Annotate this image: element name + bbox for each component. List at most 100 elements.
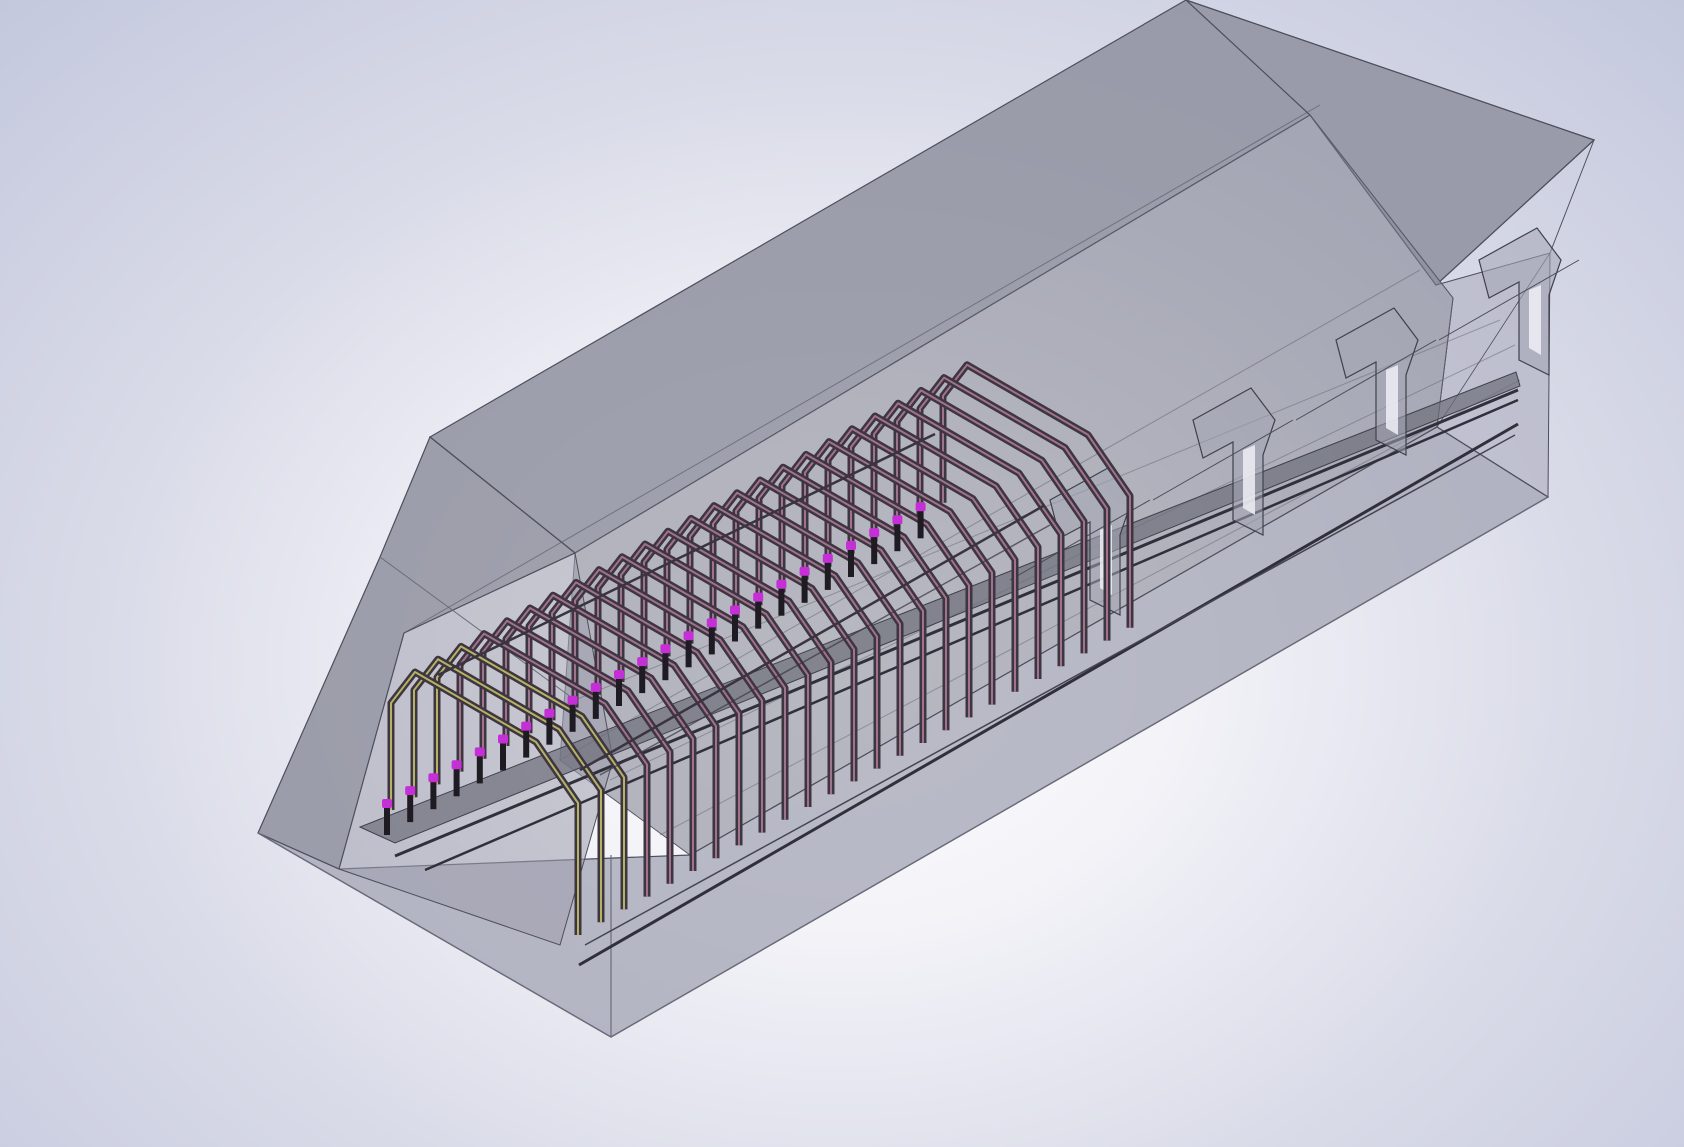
arch-frame-highlight bbox=[942, 363, 1131, 628]
anchor-bolt-shaft bbox=[407, 792, 414, 823]
arch-frame bbox=[617, 540, 812, 807]
arch-frame bbox=[824, 425, 1019, 692]
arch-frame-highlight bbox=[850, 415, 1039, 679]
arch-frame bbox=[801, 438, 996, 705]
arch-frame-highlight bbox=[482, 619, 671, 884]
arch-frame-highlight bbox=[735, 479, 924, 743]
arch-frame bbox=[732, 476, 927, 743]
anchor-bolt-nut bbox=[498, 734, 508, 744]
anchor-bolt-shaft bbox=[848, 547, 854, 577]
arch-frame-highlight bbox=[505, 607, 694, 871]
anchor-bolt-nut bbox=[382, 799, 392, 808]
anchor-bolt-shaft bbox=[523, 727, 530, 758]
arch-frame bbox=[456, 630, 651, 897]
anchor-bolt-shaft bbox=[639, 663, 646, 694]
anchor-bolt bbox=[730, 605, 740, 642]
anchor-bolt-nut bbox=[521, 721, 532, 731]
support-bracket bbox=[1152, 387, 1294, 536]
arch-frame bbox=[870, 399, 1065, 667]
anchor-bolt-shaft bbox=[546, 714, 553, 745]
arch-frame-highlight bbox=[436, 645, 625, 910]
arch-frame-highlight bbox=[528, 594, 717, 859]
anchor-bolt-shaft bbox=[569, 701, 576, 732]
arch-frame bbox=[663, 514, 858, 782]
arch-frame bbox=[755, 463, 950, 731]
anchor-bolt-shaft bbox=[384, 805, 390, 835]
anchor-bolt bbox=[822, 553, 833, 590]
arch-frame bbox=[502, 604, 697, 871]
arch-frame-highlight bbox=[597, 555, 786, 820]
arch-frame-highlight bbox=[781, 453, 970, 718]
arch-frame-highlight bbox=[827, 427, 1016, 692]
anchor-bolt-shaft bbox=[616, 676, 622, 706]
anchor-bolt bbox=[892, 515, 903, 552]
anchor-bolt-nut bbox=[474, 747, 485, 757]
anchor-bolt bbox=[498, 734, 508, 771]
anchor-bolt-shaft bbox=[500, 740, 506, 771]
anchor-bolt bbox=[776, 579, 787, 616]
arch-frame-highlight bbox=[804, 440, 993, 705]
anchor-bolt bbox=[521, 721, 532, 758]
anchor-bolt-nut bbox=[706, 618, 717, 628]
anchor-bolt-shaft bbox=[778, 585, 785, 616]
anchor-bolt-nut bbox=[660, 644, 671, 654]
anchor-bolt bbox=[544, 708, 555, 745]
anchor-bolt-nut bbox=[892, 515, 903, 525]
arch-frame bbox=[479, 617, 674, 884]
arch-frame-highlight bbox=[896, 389, 1085, 654]
arch-frame-highlight bbox=[919, 376, 1108, 641]
anchor-bolt-shaft bbox=[592, 688, 599, 719]
anchor-bolt-nut bbox=[428, 773, 439, 783]
anchor-bolt bbox=[915, 502, 926, 539]
anchor-bolt-shaft bbox=[430, 779, 437, 810]
anchor-bolt-nut bbox=[799, 566, 810, 576]
arch-frame bbox=[939, 361, 1134, 628]
housing-edge bbox=[257, 832, 612, 1038]
anchor-bolt-shaft bbox=[732, 611, 738, 642]
anchor-bolt-nut bbox=[544, 708, 555, 718]
support-bracket bbox=[1295, 307, 1437, 456]
arch-frame-highlight bbox=[643, 530, 832, 795]
arch-frames bbox=[387, 361, 1134, 935]
floor-rail bbox=[578, 422, 1519, 967]
arch-frame-highlight bbox=[551, 581, 740, 846]
arch-frame bbox=[594, 553, 789, 820]
housing-edge bbox=[379, 556, 576, 701]
support-bracket-opening bbox=[1243, 445, 1255, 515]
arch-frame bbox=[686, 502, 881, 769]
arch-frame bbox=[525, 591, 720, 859]
anchor-bolt-shaft bbox=[824, 559, 831, 590]
arch-frame-highlight bbox=[620, 543, 809, 807]
anchor-bolt bbox=[614, 670, 624, 706]
support-bracket-opening bbox=[1529, 285, 1541, 355]
anchor-bolt-nut bbox=[637, 657, 648, 667]
anchor-bolt bbox=[474, 747, 485, 784]
anchor-bolt bbox=[846, 541, 856, 577]
anchor-bolt-nut bbox=[822, 553, 833, 563]
anchor-bolt bbox=[428, 773, 439, 810]
anchor-bolt-shaft bbox=[685, 637, 692, 668]
anchor-bolt bbox=[753, 592, 764, 629]
anchor-bolt-nut bbox=[405, 786, 416, 796]
anchor-bolt-shaft bbox=[871, 534, 878, 565]
anchor-bolt bbox=[637, 657, 648, 694]
arch-frame bbox=[778, 450, 973, 718]
support-bracket-base bbox=[1438, 259, 1580, 341]
anchor-bolt-nut bbox=[753, 592, 764, 602]
floor-rail bbox=[584, 434, 1516, 946]
anchor-bolt-nut bbox=[614, 670, 624, 679]
floor-rail bbox=[394, 388, 1519, 858]
support-bracket-opening bbox=[1386, 365, 1398, 435]
arch-frame bbox=[433, 642, 628, 910]
anchor-bolt-shaft bbox=[453, 766, 460, 797]
anchor-bolt-shaft bbox=[476, 753, 483, 784]
longitudinal-ties bbox=[437, 432, 1051, 776]
anchor-bolt bbox=[405, 786, 416, 823]
arch-frame-highlight bbox=[574, 568, 763, 833]
housing-edge bbox=[1549, 139, 1595, 254]
arch-frame bbox=[893, 386, 1088, 654]
arch-frame-highlight bbox=[666, 517, 855, 782]
anchor-bolt bbox=[382, 799, 392, 835]
